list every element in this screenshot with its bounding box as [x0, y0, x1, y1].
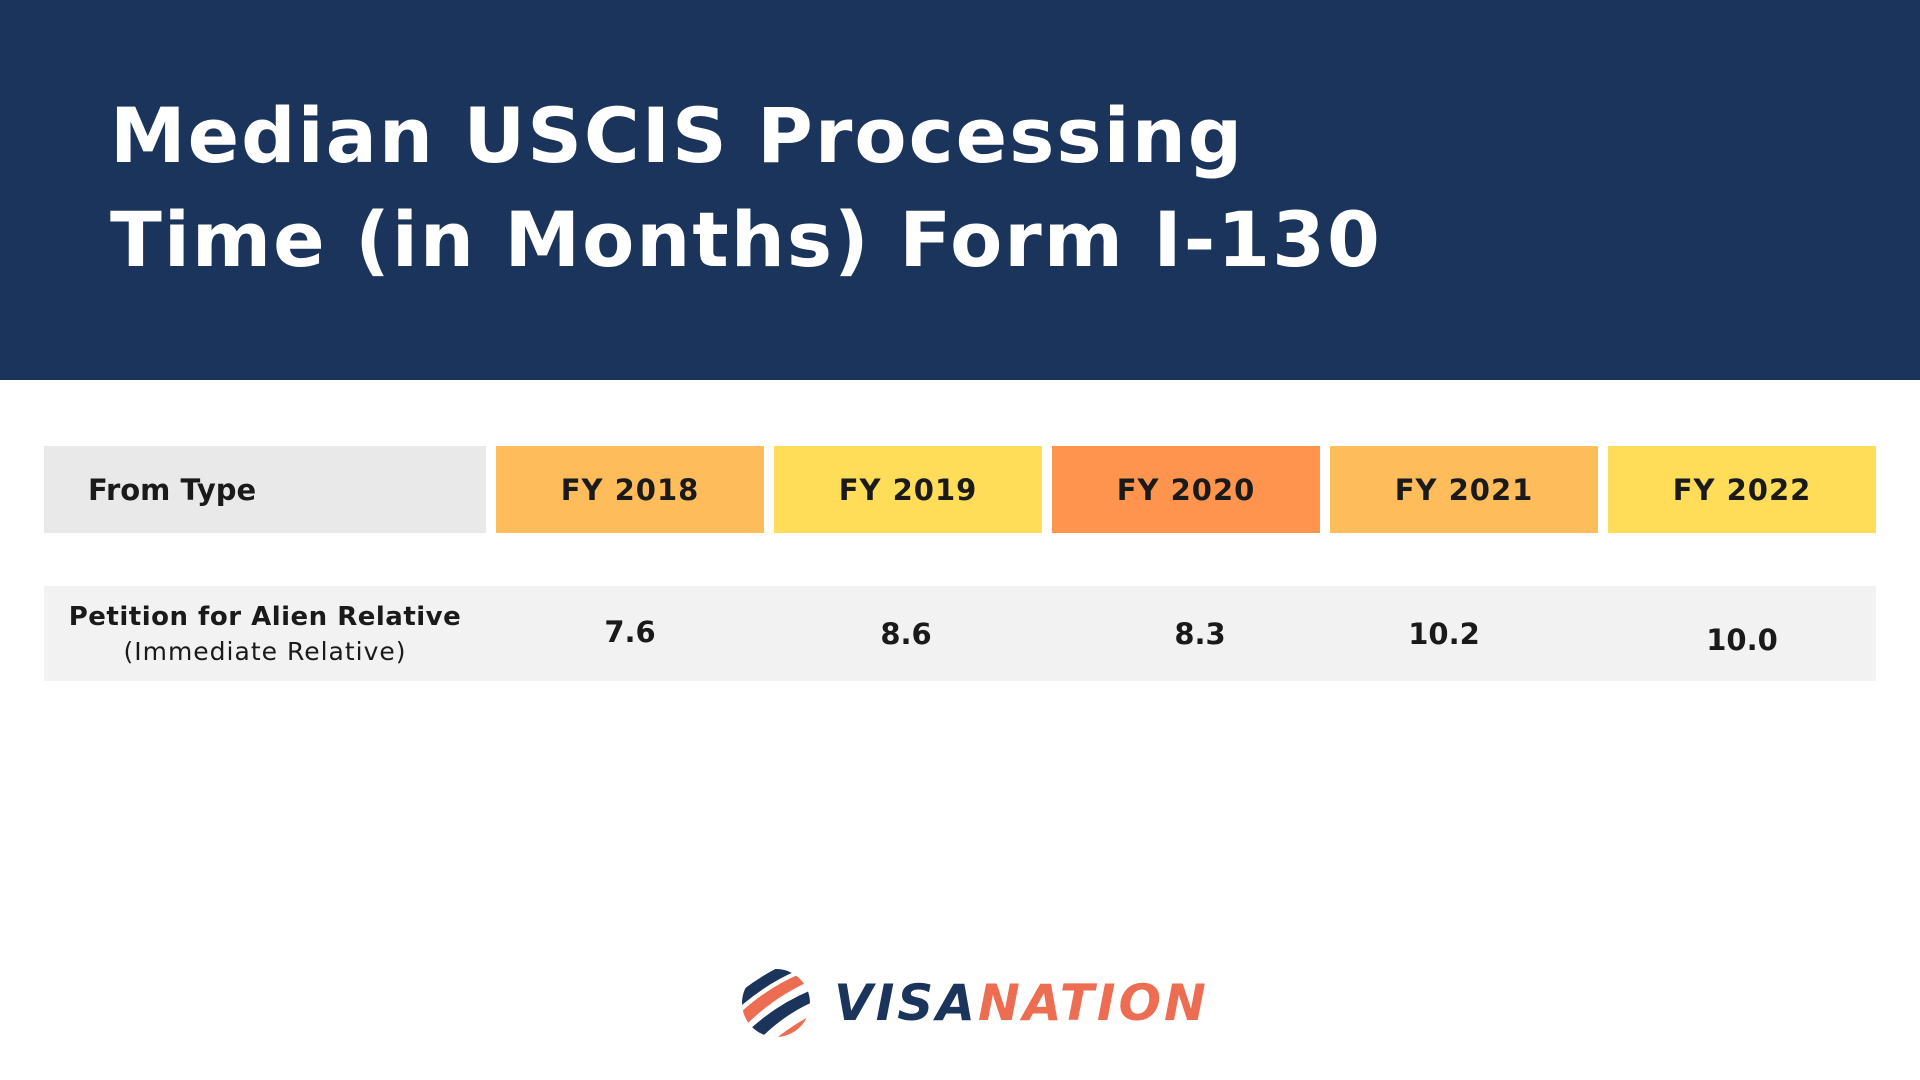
logo-text-visa: VISA — [834, 974, 979, 1032]
column-header-fy2019: FY 2019 — [774, 446, 1042, 533]
value-fy2019: 8.6 — [880, 616, 932, 651]
row-label: Petition for Alien Relative (Immediate R… — [44, 586, 486, 681]
header-banner: Median USCIS Processing Time (in Months)… — [0, 0, 1920, 380]
value-fy2020: 8.3 — [1174, 616, 1226, 651]
row-label-main: Petition for Alien Relative — [68, 601, 462, 632]
column-header-fy2022: FY 2022 — [1608, 446, 1876, 533]
column-header-fy2018: FY 2018 — [496, 446, 764, 533]
logo-wordmark: VISANATION — [834, 974, 1209, 1032]
value-fy2018: 7.6 — [604, 614, 656, 649]
column-header-form-type: From Type — [44, 446, 486, 533]
table-row — [44, 586, 1876, 681]
page-title-line-2: Time (in Months) Form I-130 — [110, 195, 1382, 284]
row-label-sub: (Immediate Relative) — [123, 636, 407, 666]
column-header-fy2021: FY 2021 — [1330, 446, 1598, 533]
value-fy2021: 10.2 — [1408, 616, 1480, 651]
column-header-fy2020: FY 2020 — [1052, 446, 1320, 533]
value-fy2022: 10.0 — [1706, 622, 1778, 657]
visanation-logo: VISANATION — [740, 965, 1209, 1041]
logo-text-nation: NATION — [978, 974, 1209, 1032]
globe-stripes-icon — [742, 969, 810, 1037]
page-title-line-1: Median USCIS Processing — [110, 91, 1245, 180]
